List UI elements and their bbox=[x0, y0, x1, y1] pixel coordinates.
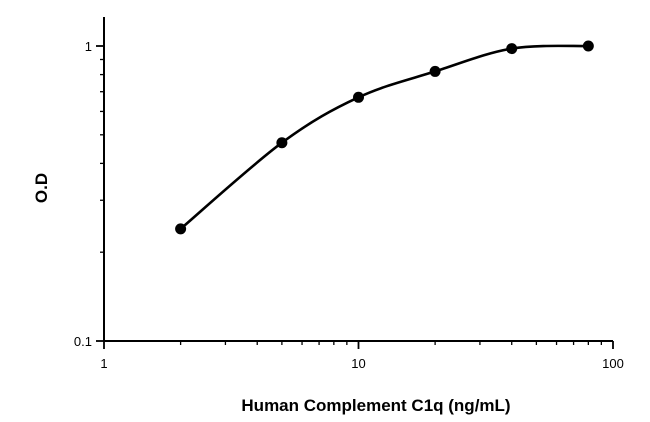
data-point bbox=[175, 223, 187, 235]
x-axis-title: Human Complement C1q (ng/mL) bbox=[241, 396, 510, 415]
x-tick-label: 10 bbox=[351, 356, 365, 371]
chart-axes: 1 10 100 0.1 1 bbox=[74, 17, 624, 371]
series-line bbox=[179, 44, 590, 231]
data-point bbox=[276, 137, 288, 149]
y-axis-title: O.D bbox=[32, 173, 51, 203]
y-tick-label: 0.1 bbox=[74, 334, 92, 349]
y-tick-label: 1 bbox=[85, 39, 92, 54]
data-point bbox=[506, 43, 518, 55]
x-tick-label: 100 bbox=[602, 356, 624, 371]
data-point bbox=[429, 65, 441, 77]
data-point bbox=[582, 40, 594, 52]
x-tick-label: 1 bbox=[100, 356, 107, 371]
curve-group bbox=[179, 44, 590, 231]
points-group bbox=[175, 40, 594, 235]
data-point bbox=[353, 91, 364, 103]
